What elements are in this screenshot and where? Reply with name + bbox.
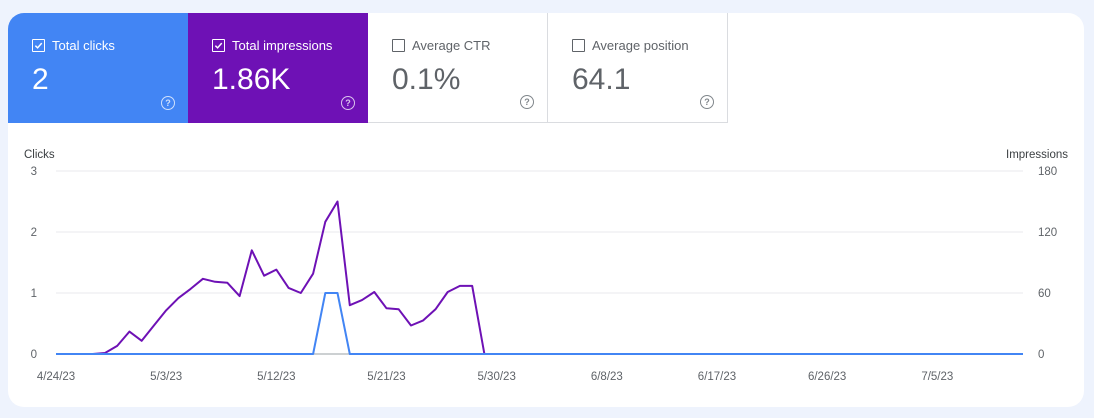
help-icon[interactable]: ?: [520, 95, 534, 109]
metric-value: 64.1: [572, 63, 631, 96]
y-tick-right: 180: [1038, 166, 1057, 178]
x-tick: 6/8/23: [591, 371, 623, 383]
x-tick: 5/3/23: [150, 371, 182, 383]
tile-average-position[interactable]: Average position 64.1 ?: [548, 13, 728, 123]
x-tick: 5/30/23: [477, 371, 515, 383]
x-tick: 5/21/23: [367, 371, 405, 383]
metric-label: Average position: [592, 38, 689, 53]
tile-total-clicks[interactable]: Total clicks 2 ?: [8, 13, 188, 123]
tile-total-impressions[interactable]: Total impressions 1.86K ?: [188, 13, 368, 123]
metric-label: Total impressions: [232, 38, 333, 53]
performance-card: Total clicks 2 ? Total impressions 1.86K…: [8, 13, 1084, 407]
series-line-clicks: [56, 292, 1023, 355]
series-line-impressions: [56, 200, 1023, 355]
metric-label: Total clicks: [52, 38, 115, 53]
metric-tiles: Total clicks 2 ? Total impressions 1.86K…: [8, 13, 728, 123]
metric-value: 1.86K: [212, 63, 291, 96]
performance-chart: Clicks Impressions 0 1 2 3 0 60 120 180 4/24/23 5…: [24, 149, 1068, 383]
x-tick: 7/5/23: [921, 371, 953, 383]
checkbox-icon[interactable]: [212, 39, 225, 52]
y-tick-left: 3: [31, 166, 37, 178]
metric-value: 0.1%: [392, 63, 461, 96]
checkbox-icon[interactable]: [32, 39, 45, 52]
y-tick-left: 0: [31, 349, 37, 361]
x-tick: 4/24/23: [37, 371, 75, 383]
checkbox-icon[interactable]: [392, 39, 405, 52]
checkbox-icon[interactable]: [572, 39, 585, 52]
x-tick: 5/12/23: [257, 371, 295, 383]
help-icon[interactable]: ?: [341, 96, 355, 110]
tile-average-ctr[interactable]: Average CTR 0.1% ?: [368, 13, 548, 123]
y-axis-left-title: Clicks: [24, 149, 55, 161]
y-tick-right: 60: [1038, 288, 1051, 300]
x-tick: 6/26/23: [808, 371, 846, 383]
help-icon[interactable]: ?: [161, 96, 175, 110]
y-tick-right: 120: [1038, 227, 1057, 239]
help-icon[interactable]: ?: [700, 95, 714, 109]
x-tick: 6/17/23: [698, 371, 736, 383]
y-tick-left: 2: [31, 227, 37, 239]
y-tick-right: 0: [1038, 349, 1044, 361]
y-axis-right-title: Impressions: [1006, 149, 1068, 161]
y-tick-left: 1: [31, 288, 37, 300]
metric-value: 2: [32, 63, 49, 96]
metric-label: Average CTR: [412, 38, 491, 53]
